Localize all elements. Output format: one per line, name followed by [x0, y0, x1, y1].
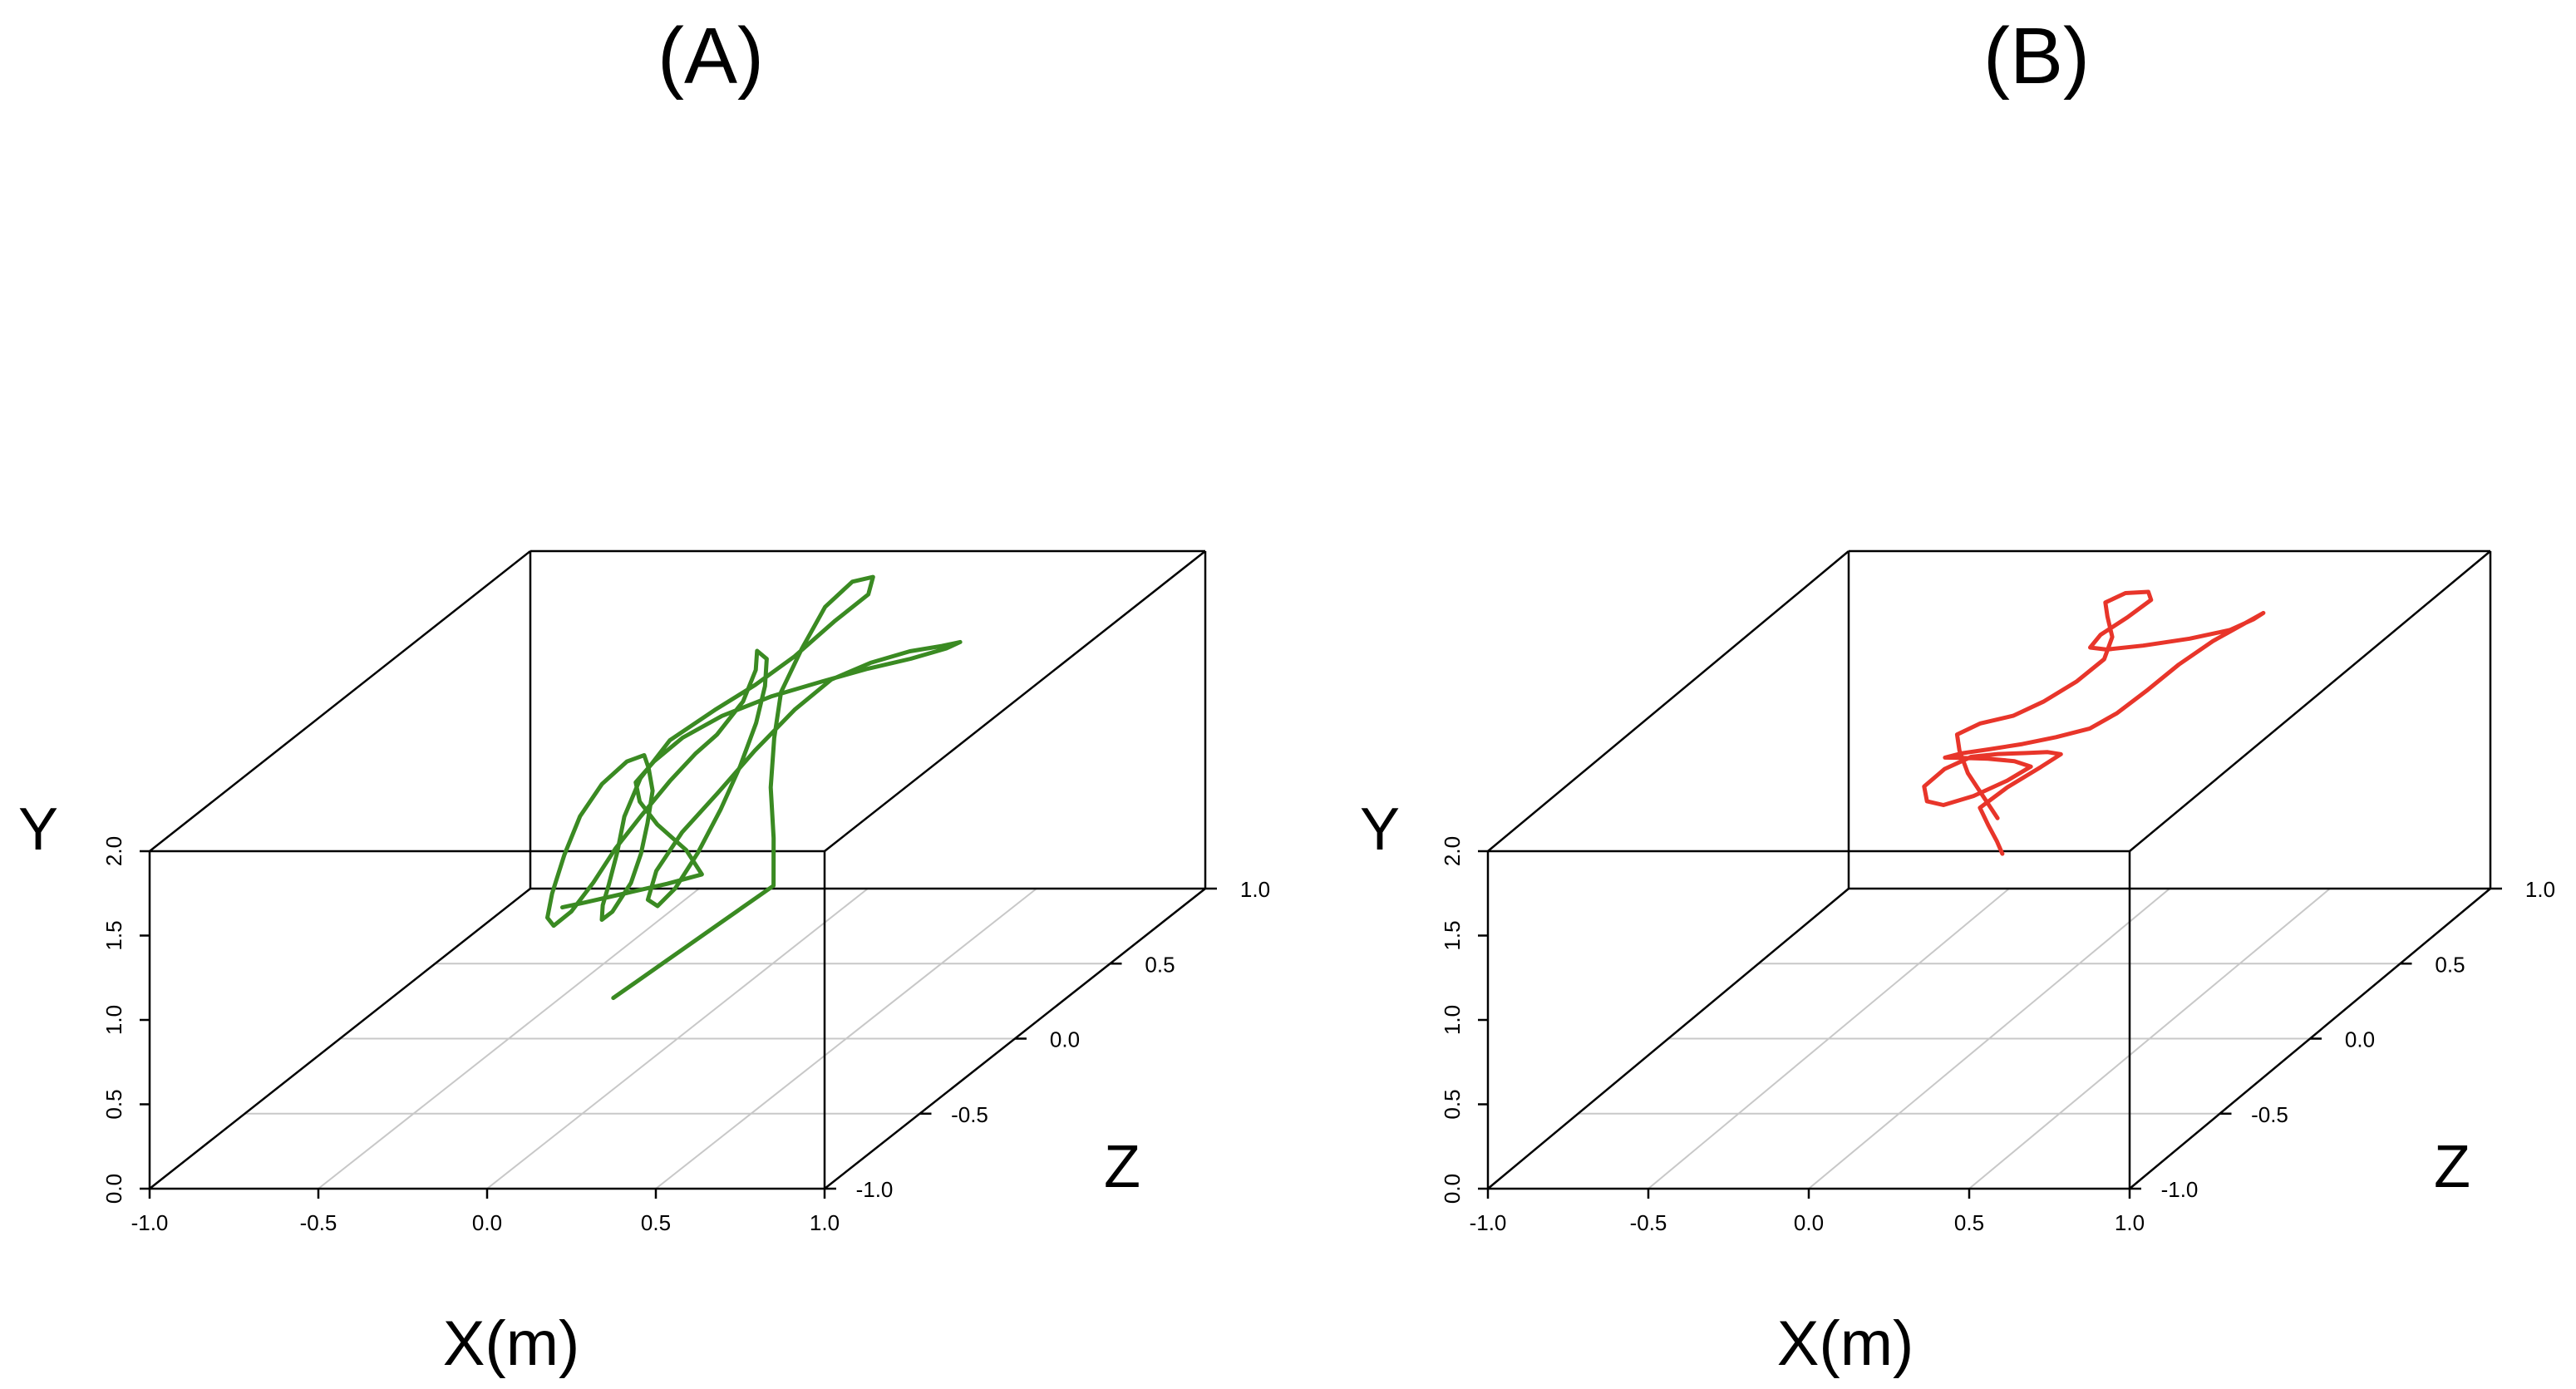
- z-tick-label: 1.0: [2525, 877, 2555, 902]
- x-tick-label: -1.0: [1470, 1210, 1507, 1235]
- z-tick-label: -0.5: [951, 1102, 988, 1127]
- y-tick-label: 0.0: [101, 1174, 126, 1204]
- z-tick-label: 0.0: [2345, 1027, 2375, 1052]
- x-tick-label: -0.5: [300, 1210, 337, 1235]
- y-axis-label: Y: [1360, 796, 1400, 863]
- floor-grid: [1578, 888, 2401, 1190]
- box-edge: [1487, 888, 1849, 1190]
- x-tick-label: -1.0: [131, 1210, 169, 1235]
- z-tick-label: -0.5: [2251, 1102, 2288, 1127]
- x-tick-label: 0.5: [641, 1210, 671, 1235]
- x-axis-label: X(m): [443, 1308, 580, 1379]
- box-edge: [824, 550, 1206, 852]
- y-axis-label: Y: [18, 796, 58, 863]
- trajectory-layer: [545, 574, 963, 1001]
- x-ticks: -1.0 -0.5 0.0 0.5 1.0: [131, 1210, 840, 1235]
- box-edge: [2129, 550, 2491, 852]
- z-tick-label: -1.0: [2161, 1177, 2199, 1202]
- y-tick-label: 0.0: [1440, 1174, 1465, 1204]
- x-tick-label: 1.0: [810, 1210, 840, 1235]
- x-tick-label: 0.0: [1794, 1210, 1824, 1235]
- z-axis-label: Z: [1104, 1134, 1140, 1200]
- trajectory-layer: [1922, 589, 2266, 856]
- floor-grid: [244, 888, 1111, 1190]
- trajectory-line: [545, 574, 963, 1001]
- y-tick-label: 1.0: [101, 1005, 126, 1035]
- panel-label: (B): [1983, 12, 2090, 101]
- box-edge: [149, 550, 531, 852]
- y-tick-label: 2.0: [1440, 836, 1465, 866]
- z-ticks: -1.0 -0.5 0.0 0.5 1.0: [2161, 877, 2555, 1202]
- panel-a: (A) -1.0 -0.5 0.0 0.5 1.0 0.0 0.5 1.0 1.…: [18, 12, 1270, 1379]
- z-ticks: -1.0 -0.5 0.0 0.5 1.0: [856, 877, 1270, 1202]
- z-tick-label: 0.5: [2435, 952, 2465, 977]
- y-tick-label: 1.5: [101, 920, 126, 950]
- z-tick-label: 1.0: [1240, 877, 1270, 902]
- x-axis-label: X(m): [1777, 1308, 1914, 1379]
- z-axis-label: Z: [2434, 1134, 2470, 1200]
- z-tick-label: 0.5: [1145, 952, 1175, 977]
- bounding-box: [140, 549, 1217, 1199]
- box-edge: [1487, 550, 1849, 852]
- panel-label: (A): [658, 12, 764, 101]
- y-tick-label: 0.5: [1440, 1089, 1465, 1119]
- y-ticks: 0.0 0.5 1.0 1.5 2.0: [101, 836, 126, 1204]
- trajectory-line: [1922, 589, 2266, 856]
- y-tick-label: 1.5: [1440, 920, 1465, 950]
- bounding-box: [1478, 549, 2502, 1199]
- box-edge: [149, 888, 531, 1190]
- x-ticks: -1.0 -0.5 0.0 0.5 1.0: [1470, 1210, 2145, 1235]
- z-tick-label: -1.0: [856, 1177, 894, 1202]
- y-tick-label: 0.5: [101, 1089, 126, 1119]
- y-ticks: 0.0 0.5 1.0 1.5 2.0: [1440, 836, 1465, 1204]
- panel-b: (B) -1.0 -0.5 0.0 0.5 1.0 0.0 0.5 1.0 1.…: [1360, 12, 2555, 1379]
- z-tick-label: 0.0: [1050, 1027, 1080, 1052]
- y-tick-label: 2.0: [101, 836, 126, 866]
- x-tick-label: 0.5: [1954, 1210, 1984, 1235]
- y-tick-label: 1.0: [1440, 1005, 1465, 1035]
- x-tick-label: 1.0: [2115, 1210, 2145, 1235]
- x-tick-label: 0.0: [472, 1210, 502, 1235]
- x-tick-label: -0.5: [1630, 1210, 1667, 1235]
